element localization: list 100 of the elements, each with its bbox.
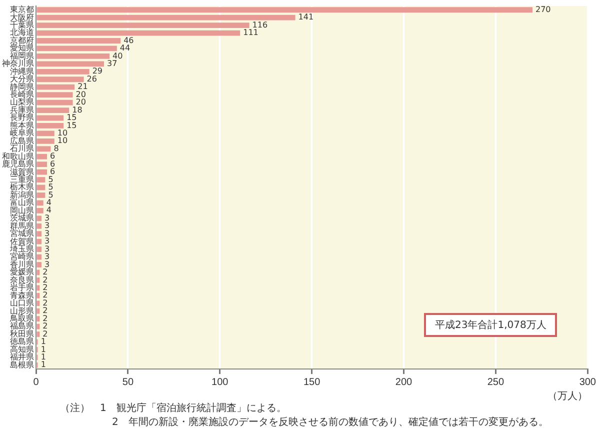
bar (36, 84, 75, 90)
y-tick-label: 福岡県 (10, 51, 34, 60)
bar (36, 208, 44, 214)
y-tick-label: 神奈川県 (2, 59, 34, 68)
bar (36, 177, 46, 182)
data-label: 20 (76, 98, 86, 107)
y-tick-label: 山梨県 (10, 98, 34, 107)
data-label: 2 (42, 268, 48, 277)
y-tick-label: 宮崎県 (10, 252, 34, 262)
x-tick-label: 300 (579, 376, 596, 388)
bar (36, 54, 110, 59)
y-tick-label: 三重県 (10, 174, 34, 184)
data-label: 3 (44, 228, 50, 238)
bar (36, 22, 250, 28)
data-label: 6 (50, 152, 56, 161)
data-label: 1 (40, 352, 46, 362)
bar (36, 61, 104, 67)
data-label: 2 (42, 314, 48, 323)
bar (36, 231, 42, 237)
bar (36, 262, 42, 268)
y-tick-label: 鹿児島県 (2, 160, 34, 169)
x-tick-label: 0 (33, 376, 40, 388)
y-tick-label: 鳥取県 (9, 314, 34, 323)
data-label: 10 (57, 136, 68, 146)
data-label: 2 (42, 290, 48, 300)
x-tick-label: 200 (395, 376, 413, 388)
y-tick-label: 栃木県 (10, 182, 34, 192)
bar (36, 146, 51, 152)
y-tick-label: 長崎県 (10, 90, 34, 100)
bar (36, 192, 46, 198)
bar (36, 76, 84, 82)
bar (36, 100, 73, 106)
data-label: 15 (66, 113, 77, 122)
data-label: 5 (48, 190, 54, 200)
y-tick-label: 奈良県 (10, 275, 34, 284)
y-tick-label: 滋賀県 (10, 167, 34, 176)
data-label: 270 (535, 4, 551, 14)
y-tick-label: 広島県 (10, 136, 34, 146)
data-label: 8 (54, 144, 59, 153)
y-tick-label: 島根県 (10, 360, 34, 370)
bar (36, 169, 48, 175)
y-tick-label: 岐阜県 (10, 128, 34, 138)
bar (36, 200, 44, 206)
data-label: 2 (42, 298, 48, 308)
data-label: 5 (48, 174, 54, 184)
x-axis-title: （万人） (548, 390, 588, 402)
y-tick-label: 埼玉県 (9, 244, 34, 254)
data-label: 3 (44, 236, 50, 246)
bar (36, 38, 121, 44)
y-tick-label: 宮城県 (10, 229, 34, 238)
y-tick-label: 愛媛県 (10, 268, 34, 277)
bar (36, 7, 532, 13)
y-tick-label: 京都府 (10, 36, 34, 45)
bar (36, 14, 296, 20)
text: （注） 1 観光庁「宿泊旅行統計調査」による。 (60, 402, 288, 416)
data-label: 2 (42, 282, 48, 292)
y-tick-label: 大阪府 (10, 12, 34, 22)
data-label: 20 (76, 90, 86, 99)
data-label: 26 (86, 74, 97, 84)
y-tick-label: 千葉県 (10, 20, 34, 30)
data-label: 3 (44, 221, 50, 230)
y-tick-label: 茨城県 (10, 214, 34, 223)
y-tick-label: 富山県 (10, 198, 34, 208)
bar (36, 223, 42, 229)
x-tick-label: 250 (487, 376, 504, 388)
data-label: 21 (78, 82, 88, 92)
data-label: 46 (124, 36, 134, 45)
bar (36, 216, 42, 222)
y-tick-label: 東京都 (10, 5, 34, 14)
y-tick-label: 長野県 (10, 113, 34, 122)
y-tick-label: 石川県 (10, 144, 34, 154)
data-label: 141 (298, 12, 314, 22)
data-label: 37 (107, 59, 118, 68)
x-tick-label: 50 (122, 376, 134, 388)
x-tick-label: 100 (212, 376, 229, 388)
data-label: 15 (66, 120, 77, 130)
data-label: 3 (44, 260, 50, 269)
data-label: 29 (92, 66, 103, 76)
y-tick-label: 福島県 (10, 322, 34, 331)
y-tick-label: 福井県 (10, 352, 34, 362)
data-label: 2 (42, 275, 48, 284)
y-tick-label: 沖縄県 (10, 66, 34, 76)
annotation: 平成23年合計1,078万人 (424, 313, 558, 337)
y-tick-label: 大分県 (10, 74, 34, 84)
data-label: 1 (40, 337, 46, 346)
bar (36, 138, 54, 144)
data-label: 1 (40, 344, 46, 354)
data-label: 3 (44, 252, 50, 262)
bar (36, 68, 90, 74)
data-label: 2 (42, 306, 48, 316)
y-tick-label: 徳島県 (10, 337, 34, 346)
bar (36, 238, 42, 244)
y-tick-label: 愛知県 (10, 44, 34, 53)
text: 2 年間の新設・廃業施設のデータを反映させる前の数値であり、確定値では若干の変更がある。 (111, 416, 548, 430)
bar (36, 162, 48, 168)
y-tick-label: 香川県 (10, 260, 34, 269)
bar (36, 123, 64, 128)
y-tick-label: 高知県 (10, 344, 34, 354)
data-label: 6 (50, 167, 56, 176)
data-label: 5 (48, 182, 54, 192)
